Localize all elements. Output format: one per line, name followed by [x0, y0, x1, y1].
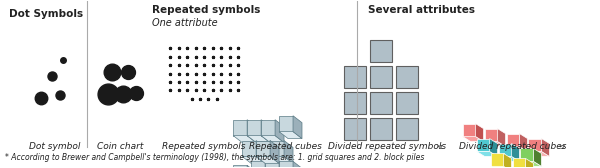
Polygon shape: [279, 161, 288, 168]
Bar: [370, 40, 392, 62]
Polygon shape: [512, 143, 520, 161]
Polygon shape: [293, 116, 302, 139]
Text: Dot Symbols: Dot Symbols: [8, 9, 83, 19]
Polygon shape: [279, 116, 293, 132]
Text: *2: *2: [559, 145, 566, 151]
Polygon shape: [506, 134, 520, 146]
Polygon shape: [279, 161, 293, 168]
Bar: [396, 92, 418, 114]
Polygon shape: [533, 149, 541, 166]
Polygon shape: [529, 151, 550, 156]
Polygon shape: [270, 140, 279, 163]
Polygon shape: [520, 149, 533, 161]
Polygon shape: [506, 146, 527, 151]
Text: * According to Brewer and Campbell's terminology (1998), the symbols are: 1. gri: * According to Brewer and Campbell's ter…: [5, 153, 424, 162]
Polygon shape: [284, 140, 293, 163]
Text: *1: *1: [437, 145, 444, 151]
Polygon shape: [233, 165, 247, 168]
Polygon shape: [247, 120, 256, 142]
Polygon shape: [247, 165, 256, 168]
Polygon shape: [485, 129, 497, 141]
Text: Repeated symbols: Repeated symbols: [163, 141, 246, 151]
Polygon shape: [261, 120, 275, 136]
Bar: [344, 118, 366, 140]
Polygon shape: [242, 140, 256, 156]
Polygon shape: [476, 151, 497, 156]
Bar: [370, 118, 392, 140]
Text: Coin chart: Coin chart: [97, 141, 143, 151]
Bar: [344, 92, 366, 114]
Polygon shape: [476, 124, 484, 141]
Polygon shape: [261, 120, 270, 142]
Polygon shape: [247, 120, 261, 136]
Polygon shape: [520, 134, 527, 151]
Bar: [370, 66, 392, 88]
Bar: [396, 66, 418, 88]
Polygon shape: [463, 124, 476, 137]
Polygon shape: [233, 120, 247, 136]
Polygon shape: [485, 141, 506, 146]
Polygon shape: [497, 129, 506, 146]
Polygon shape: [251, 161, 265, 168]
Polygon shape: [293, 161, 302, 168]
Text: Repeated cubes: Repeated cubes: [248, 141, 322, 151]
Text: Divided repeated cubes: Divided repeated cubes: [459, 141, 566, 151]
Polygon shape: [261, 136, 284, 142]
Text: One attribute: One attribute: [152, 17, 218, 28]
Polygon shape: [270, 156, 293, 163]
Polygon shape: [463, 137, 484, 141]
Polygon shape: [256, 156, 279, 163]
Polygon shape: [256, 140, 270, 156]
Polygon shape: [503, 153, 512, 168]
Polygon shape: [265, 161, 279, 168]
Polygon shape: [520, 161, 541, 166]
Polygon shape: [512, 158, 526, 168]
Polygon shape: [490, 139, 497, 156]
Polygon shape: [256, 156, 279, 163]
Polygon shape: [270, 140, 279, 163]
Text: Dot symbol: Dot symbol: [29, 141, 80, 151]
Polygon shape: [499, 156, 520, 161]
Text: Several attributes: Several attributes: [368, 5, 475, 15]
Polygon shape: [270, 140, 284, 156]
Polygon shape: [526, 158, 533, 168]
Polygon shape: [491, 153, 503, 166]
Polygon shape: [256, 140, 265, 163]
Polygon shape: [529, 139, 541, 151]
Polygon shape: [256, 140, 270, 156]
Polygon shape: [491, 166, 512, 168]
Polygon shape: [279, 132, 302, 139]
Polygon shape: [242, 156, 265, 163]
Polygon shape: [499, 143, 512, 156]
Bar: [344, 66, 366, 88]
Text: Repeated symbols: Repeated symbols: [152, 5, 261, 15]
Polygon shape: [247, 136, 270, 142]
Bar: [396, 118, 418, 140]
Polygon shape: [275, 120, 284, 142]
Text: Divided repeated symbols: Divided repeated symbols: [328, 141, 446, 151]
Polygon shape: [233, 136, 256, 142]
Polygon shape: [541, 139, 550, 156]
Polygon shape: [265, 161, 274, 168]
Bar: [370, 92, 392, 114]
Polygon shape: [476, 139, 490, 151]
